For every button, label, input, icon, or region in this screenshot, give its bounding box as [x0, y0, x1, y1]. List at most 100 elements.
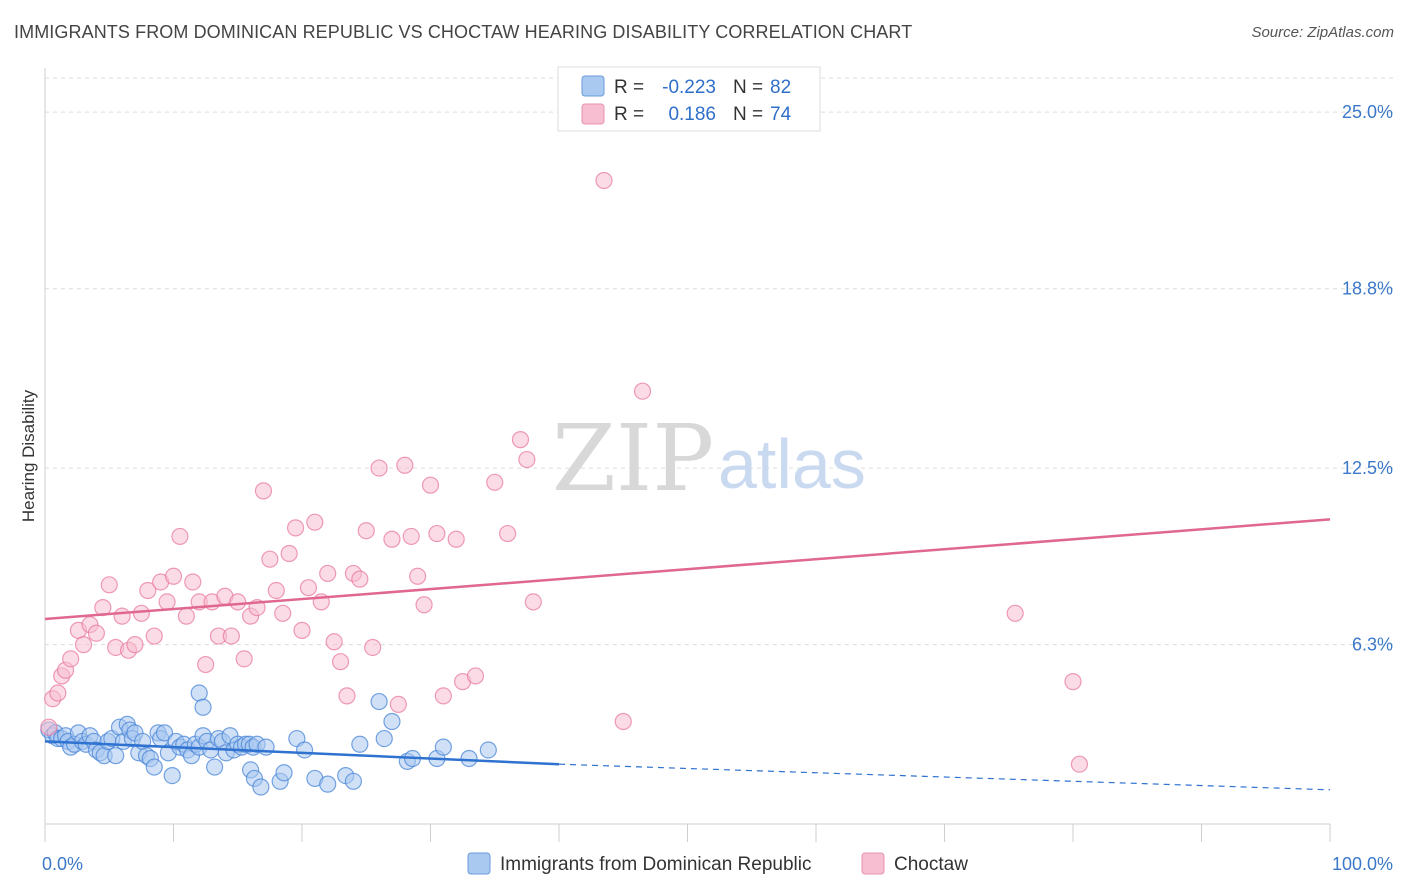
point-pink-55: [389, 695, 407, 714]
watermark-atlas: atlas: [718, 425, 866, 503]
point-pink-51: [357, 522, 375, 540]
point-pink-76: [1070, 755, 1089, 773]
series-legend: Immigrants from Dominican Republic Choct…: [467, 852, 968, 875]
bottom-legend-label-blue: Immigrants from Dominican Republic: [500, 854, 812, 875]
point-pink-72: [633, 382, 652, 400]
point-blue-74: [375, 729, 393, 748]
chart-source: Source: ZipAtlas.com: [1251, 24, 1394, 41]
point-pink-67: [499, 524, 517, 543]
bottom-legend-swatch-pink: [861, 852, 885, 875]
data-points: [40, 171, 1089, 796]
point-pink-56: [396, 456, 414, 474]
legend-n-label-1: N =: [733, 77, 763, 98]
trend-line-blue-extension: [558, 763, 1331, 791]
x-tick-labels: 0.0% 100.0%: [42, 854, 1393, 874]
point-pink-17: [139, 581, 157, 600]
point-pink-60: [421, 476, 440, 494]
point-pink-36: [261, 550, 279, 568]
y-axis-label: Hearing Disability: [19, 389, 38, 522]
point-pink-43: [306, 513, 324, 531]
point-pink-20: [158, 593, 176, 611]
legend-swatch-blue: [581, 75, 605, 97]
point-blue-35: [163, 766, 181, 785]
legend-r-label-2: R =: [614, 104, 644, 125]
point-blue-72: [351, 735, 369, 753]
point-pink-47: [331, 653, 350, 671]
point-pink-59: [415, 596, 433, 614]
point-blue-58: [190, 684, 208, 702]
point-pink-57: [402, 527, 420, 546]
y-tick-labels: 6.3% 12.5% 18.8% 25.0%: [1342, 102, 1393, 654]
correlation-legend: R = -0.223 N = 82 R = 0.186 N = 74: [557, 66, 821, 132]
axes: [44, 68, 1331, 842]
point-pink-70: [524, 593, 542, 611]
point-blue-30: [145, 758, 163, 776]
point-pink-45: [319, 564, 337, 583]
point-pink-48: [338, 687, 356, 705]
point-pink-35: [254, 482, 273, 500]
point-blue-59: [194, 698, 212, 716]
point-pink-9: [87, 624, 106, 642]
point-blue-62: [252, 778, 270, 796]
point-pink-2: [49, 684, 67, 702]
trend-line-blue: [44, 740, 560, 766]
point-pink-22: [171, 527, 189, 546]
point-pink-7: [74, 636, 93, 654]
point-pink-65: [466, 667, 485, 685]
point-pink-54: [383, 530, 401, 548]
point-pink-37: [267, 581, 285, 600]
point-pink-0: [40, 718, 58, 736]
point-pink-40: [286, 519, 305, 537]
point-blue-73: [370, 692, 388, 711]
point-blue-19: [107, 747, 125, 765]
x-tick-label-1: 100.0%: [1332, 854, 1393, 874]
point-blue-79: [434, 738, 452, 756]
point-blue-71: [344, 772, 362, 790]
point-pink-18: [145, 627, 163, 645]
bottom-legend-label-pink: Choctaw: [894, 854, 968, 875]
point-pink-11: [100, 576, 118, 594]
legend-r-value-2: 0.186: [668, 104, 716, 125]
point-blue-80: [460, 749, 478, 768]
legend-r-value-1: -0.223: [662, 77, 716, 98]
point-pink-38: [274, 604, 292, 622]
point-pink-50: [351, 570, 369, 588]
legend-r-label-1: R =: [614, 77, 644, 98]
y-tick-label-2: 18.8%: [1342, 279, 1393, 299]
point-pink-42: [299, 579, 318, 597]
x-tick-label-0: 0.0%: [42, 854, 83, 874]
point-pink-68: [511, 431, 530, 449]
watermark-zip: ZIP: [552, 405, 714, 512]
trend-line-pink: [44, 518, 1331, 621]
point-pink-75: [1064, 673, 1082, 691]
point-pink-13: [113, 607, 131, 625]
point-pink-62: [434, 687, 452, 705]
point-blue-63: [257, 738, 275, 756]
point-pink-61: [428, 524, 446, 543]
point-pink-74: [1006, 604, 1024, 622]
point-pink-41: [293, 621, 311, 639]
point-pink-21: [164, 567, 183, 585]
point-pink-26: [197, 655, 215, 674]
point-pink-16: [132, 604, 150, 622]
point-blue-46: [206, 758, 224, 776]
legend-n-label-2: N =: [733, 104, 763, 125]
legend-swatch-pink: [581, 103, 605, 125]
point-blue-33: [155, 724, 174, 742]
point-pink-23: [177, 607, 195, 625]
gridlines: [45, 77, 1395, 646]
point-blue-75: [383, 712, 401, 731]
point-blue-69: [319, 775, 337, 793]
bottom-legend-swatch-blue: [467, 852, 491, 875]
point-pink-24: [184, 573, 202, 591]
point-pink-58: [409, 567, 427, 585]
point-pink-63: [447, 530, 465, 548]
watermark: ZIP atlas: [552, 405, 866, 512]
y-tick-label-1: 12.5%: [1342, 458, 1393, 478]
legend-n-value-2: 74: [770, 104, 792, 125]
y-tick-label-3: 25.0%: [1342, 102, 1393, 122]
point-blue-67: [295, 741, 314, 759]
point-pink-5: [62, 650, 80, 668]
point-pink-31: [229, 593, 247, 611]
